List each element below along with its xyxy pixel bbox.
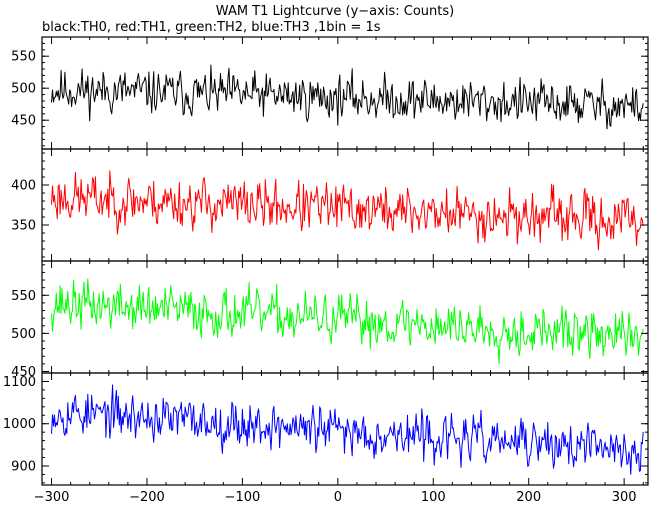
panel-th1: 350 400 bbox=[11, 148, 649, 262]
panel-th0: 450 500 550 bbox=[11, 36, 649, 150]
series-line-th0 bbox=[51, 64, 644, 130]
y-tick-label: 550 bbox=[11, 289, 36, 304]
y-tick-label: 500 bbox=[11, 82, 36, 97]
panel-frame-th3 bbox=[41, 372, 649, 486]
y-tick-label: 500 bbox=[11, 327, 36, 342]
panel-th3: 900 1000 1100 bbox=[3, 372, 649, 486]
x-tick-label: −100 bbox=[225, 490, 261, 505]
y-tick-label: 450 bbox=[11, 365, 36, 380]
series-line-th1 bbox=[51, 170, 644, 251]
chart-title: WAM T1 Lightcurve (y−axis: Counts) bbox=[216, 4, 454, 19]
y-tick-label: 400 bbox=[11, 179, 36, 194]
y-tick-label: 350 bbox=[11, 219, 36, 234]
x-tick-label: −300 bbox=[34, 490, 70, 505]
x-tick-label: 300 bbox=[612, 490, 637, 505]
x-tick-label: 100 bbox=[421, 490, 446, 505]
x-tick-label: 0 bbox=[334, 490, 342, 505]
series-line-th2 bbox=[51, 278, 644, 365]
y-tick-label: 550 bbox=[11, 50, 36, 65]
y-tick-label: 900 bbox=[11, 459, 36, 474]
y-tick-label: 450 bbox=[11, 114, 36, 129]
y-tick-label: 1100 bbox=[3, 375, 36, 390]
panel-frame-th0 bbox=[41, 36, 649, 150]
x-tick-label: −200 bbox=[129, 490, 165, 505]
panel-th2: 450 500 550 bbox=[11, 260, 649, 380]
y-tick-label: 1000 bbox=[3, 417, 36, 432]
chart-subtitle: black:TH0, red:TH1, green:TH2, blue:TH3 … bbox=[42, 20, 381, 35]
x-axis: −300 −200 −100 0 100 200 300 bbox=[34, 490, 637, 505]
series-line-th3 bbox=[51, 384, 644, 475]
x-tick-label: 200 bbox=[516, 490, 541, 505]
panels-group: 450 500 550 350 400 450 500 550 900 1000 1100 bbox=[3, 36, 649, 486]
